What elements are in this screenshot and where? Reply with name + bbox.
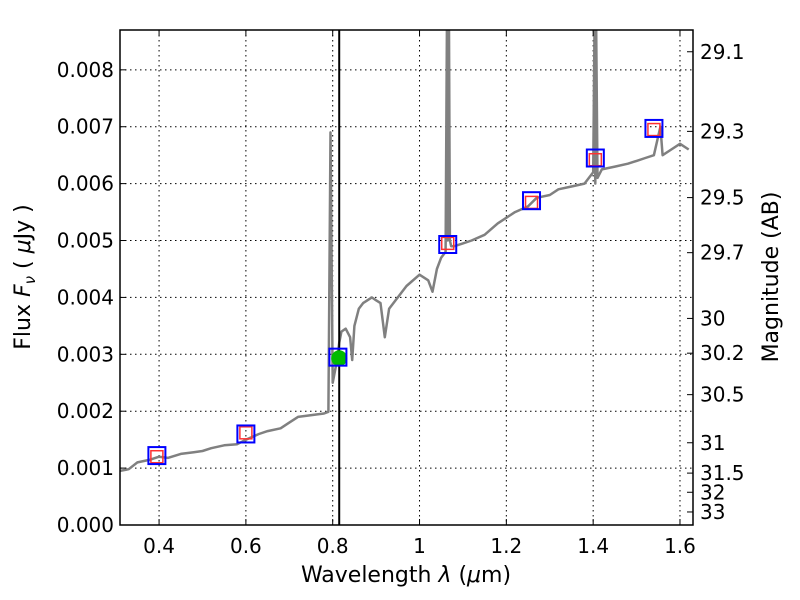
- y2-tick-label: 32: [700, 480, 725, 504]
- y-tick-label: 0.003: [57, 342, 114, 366]
- model-point: [239, 426, 253, 440]
- y2-tick-label: 30.2: [700, 341, 745, 365]
- observed-point: [585, 148, 605, 168]
- y2-tick-label: 31.5: [700, 461, 745, 485]
- ticks: 0.4 0.6 0.8 1 1.2 1.4 1.6 0.000 0.001 0.002 0.003 0…: [57, 30, 745, 558]
- observed-point: [438, 235, 458, 254]
- observed-point: [522, 191, 542, 211]
- observed-point: [644, 118, 664, 138]
- spectrum-line: [120, 30, 690, 473]
- y2-tick-label: 29.1: [700, 40, 745, 64]
- x-tick-label: 1.6: [664, 534, 696, 558]
- y-tick-label: 0.004: [57, 285, 114, 309]
- y2-tick-label: 29.3: [700, 119, 745, 143]
- observed-point: [328, 347, 348, 367]
- model-point: [440, 236, 455, 251]
- x-axis-title: Wavelength λ (μm): [301, 563, 511, 588]
- markers: [147, 118, 664, 466]
- observed-point: [147, 446, 167, 466]
- x-tick-label: 1: [413, 534, 426, 558]
- y2-axis-title: Magnitude (AB): [759, 192, 784, 363]
- y-tick-label: 0.002: [57, 399, 114, 423]
- y2-tick-label: 33: [700, 500, 725, 524]
- x-tick-label: 0.4: [143, 534, 175, 558]
- observed-point: [236, 424, 256, 444]
- y-tick-label: 0.005: [57, 229, 114, 253]
- y2-tick-label: 29.7: [700, 241, 745, 265]
- y2-tick-label: 30: [700, 306, 725, 330]
- y-tick-label: 0.000: [57, 513, 114, 537]
- y-tick-label: 0.007: [57, 115, 114, 139]
- x-tick-label: 0.8: [317, 534, 349, 558]
- model-point: [647, 122, 661, 137]
- y-tick-label: 0.001: [57, 456, 114, 480]
- y-tick-label: 0.006: [57, 172, 114, 196]
- plot-frame: [119, 29, 694, 526]
- x-tick-label: 1.2: [490, 534, 522, 558]
- y2-tick-label: 29.5: [700, 186, 745, 210]
- x-tick-label: 1.4: [577, 534, 609, 558]
- y2-tick-label: 30.5: [700, 383, 745, 407]
- plot-area: [120, 30, 690, 525]
- y-tick-label: 0.008: [57, 58, 114, 82]
- highlight-point: [331, 350, 348, 367]
- y-axis-title: Flux Fν ( μJy ): [11, 204, 39, 349]
- x-tick-label: 0.6: [230, 534, 262, 558]
- model-point: [150, 449, 164, 464]
- y2-tick-label: 31: [700, 431, 725, 455]
